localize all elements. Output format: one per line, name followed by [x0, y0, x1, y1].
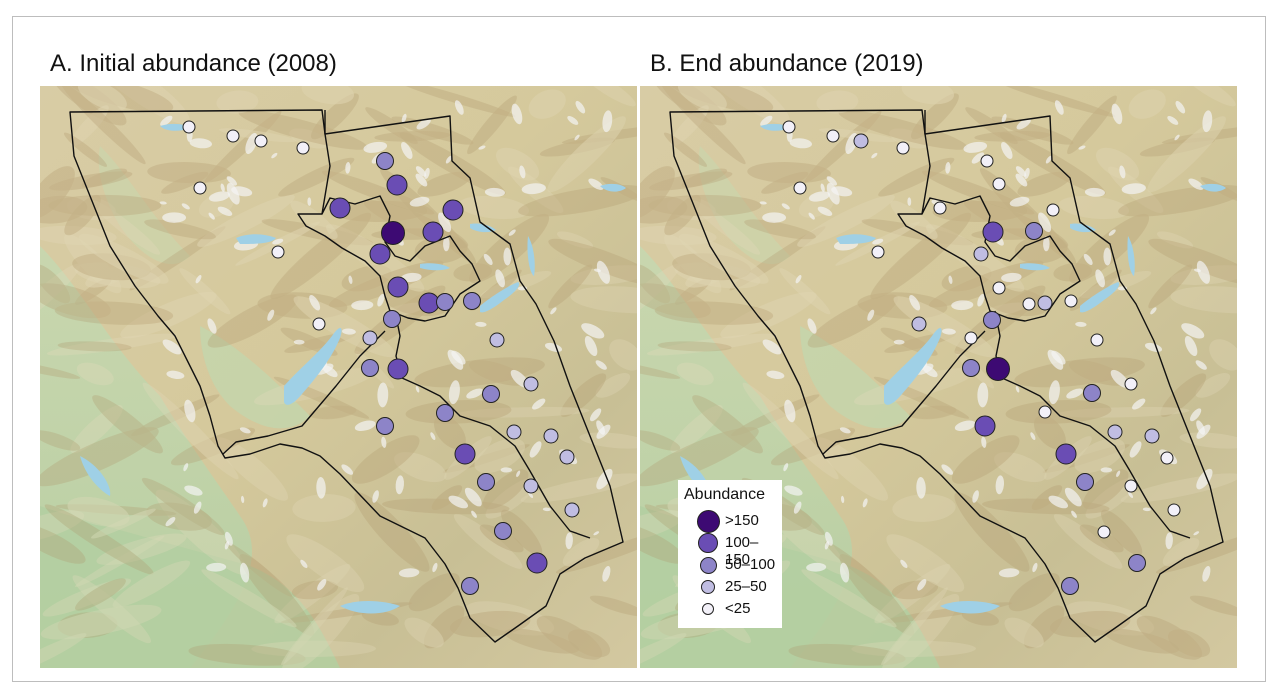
site-markers	[782, 120, 1181, 595]
site-marker	[896, 141, 910, 155]
site-marker	[992, 281, 1006, 295]
legend-item: <25	[678, 598, 782, 620]
site-marker	[489, 332, 505, 348]
site-marker	[523, 376, 539, 392]
site-marker	[1038, 405, 1052, 419]
legend-label: >150	[725, 512, 759, 529]
site-marker	[782, 120, 796, 134]
site-marker	[1055, 443, 1077, 465]
site-marker	[1144, 428, 1160, 444]
site-marker	[1037, 295, 1053, 311]
legend-label: <25	[725, 600, 751, 617]
site-marker	[442, 199, 464, 221]
site-marker	[381, 221, 405, 245]
legend-symbol	[696, 509, 720, 533]
site-marker	[980, 154, 994, 168]
site-marker	[271, 245, 285, 259]
site-marker	[482, 385, 500, 403]
site-marker	[461, 577, 479, 595]
site-marker	[1160, 451, 1174, 465]
site-marker	[974, 415, 996, 437]
site-marker	[543, 428, 559, 444]
site-marker	[1097, 525, 1111, 539]
site-marker	[1064, 294, 1078, 308]
legend-item: 25–50	[678, 576, 782, 598]
legend-item: >150	[678, 509, 782, 533]
site-marker	[933, 201, 947, 215]
site-marker	[1076, 473, 1094, 491]
site-marker	[296, 141, 310, 155]
site-marker	[1124, 377, 1138, 391]
panel-b-title: B. End abundance (2019)	[650, 50, 924, 77]
site-marker	[1022, 297, 1036, 311]
site-marker	[254, 134, 268, 148]
site-markers	[182, 120, 580, 595]
site-marker	[477, 473, 495, 491]
legend-symbol	[702, 603, 714, 615]
site-marker	[463, 292, 481, 310]
legend-item: 50–100	[678, 554, 782, 576]
site-marker	[362, 330, 378, 346]
site-marker	[1061, 577, 1079, 595]
site-marker	[1025, 222, 1043, 240]
site-marker	[436, 404, 454, 422]
panel-a-title: A. Initial abundance (2008)	[50, 50, 337, 77]
site-marker	[526, 552, 548, 574]
site-marker	[853, 133, 869, 149]
site-marker	[559, 449, 575, 465]
site-marker	[312, 317, 326, 331]
site-marker	[964, 331, 978, 345]
site-marker	[1107, 424, 1123, 440]
site-marker	[983, 311, 1001, 329]
site-marker	[793, 181, 807, 195]
site-marker	[387, 358, 409, 380]
site-marker	[383, 310, 401, 328]
site-marker	[982, 221, 1004, 243]
site-marker	[986, 357, 1010, 381]
legend-symbol	[699, 556, 717, 574]
legend-title: Abundance	[684, 486, 765, 503]
site-marker	[1083, 384, 1101, 402]
site-marker	[193, 181, 207, 195]
site-marker	[494, 522, 512, 540]
site-marker	[911, 316, 927, 332]
site-marker	[871, 245, 885, 259]
site-marker	[523, 478, 539, 494]
site-marker	[973, 246, 989, 262]
site-marker	[564, 502, 580, 518]
site-marker	[1046, 203, 1060, 217]
legend-item: 100–150	[678, 532, 782, 568]
site-marker	[386, 174, 408, 196]
site-marker	[992, 177, 1006, 191]
site-marker	[387, 276, 409, 298]
legend-symbol	[698, 533, 718, 553]
site-marker	[329, 197, 351, 219]
site-marker	[376, 152, 394, 170]
site-marker	[962, 359, 980, 377]
map-panel-a	[40, 86, 637, 668]
legend-label: 50–100	[725, 556, 776, 573]
site-marker	[376, 417, 394, 435]
site-marker	[182, 120, 196, 134]
site-marker	[506, 424, 522, 440]
legend-label: 100–150	[725, 534, 759, 568]
site-marker	[1124, 479, 1138, 493]
site-marker	[422, 221, 444, 243]
site-marker	[1128, 554, 1146, 572]
legend-label: 25–50	[725, 578, 767, 595]
site-marker	[1167, 503, 1181, 517]
site-marker	[826, 129, 840, 143]
legend-symbol	[701, 580, 715, 594]
site-marker	[418, 292, 440, 314]
site-marker	[369, 243, 391, 265]
site-marker	[454, 443, 476, 465]
site-marker	[1090, 333, 1104, 347]
site-marker	[436, 293, 454, 311]
site-marker	[361, 359, 379, 377]
site-marker	[226, 129, 240, 143]
legend: Abundance >150 100–150 50–100 25–50 <25	[678, 480, 782, 628]
